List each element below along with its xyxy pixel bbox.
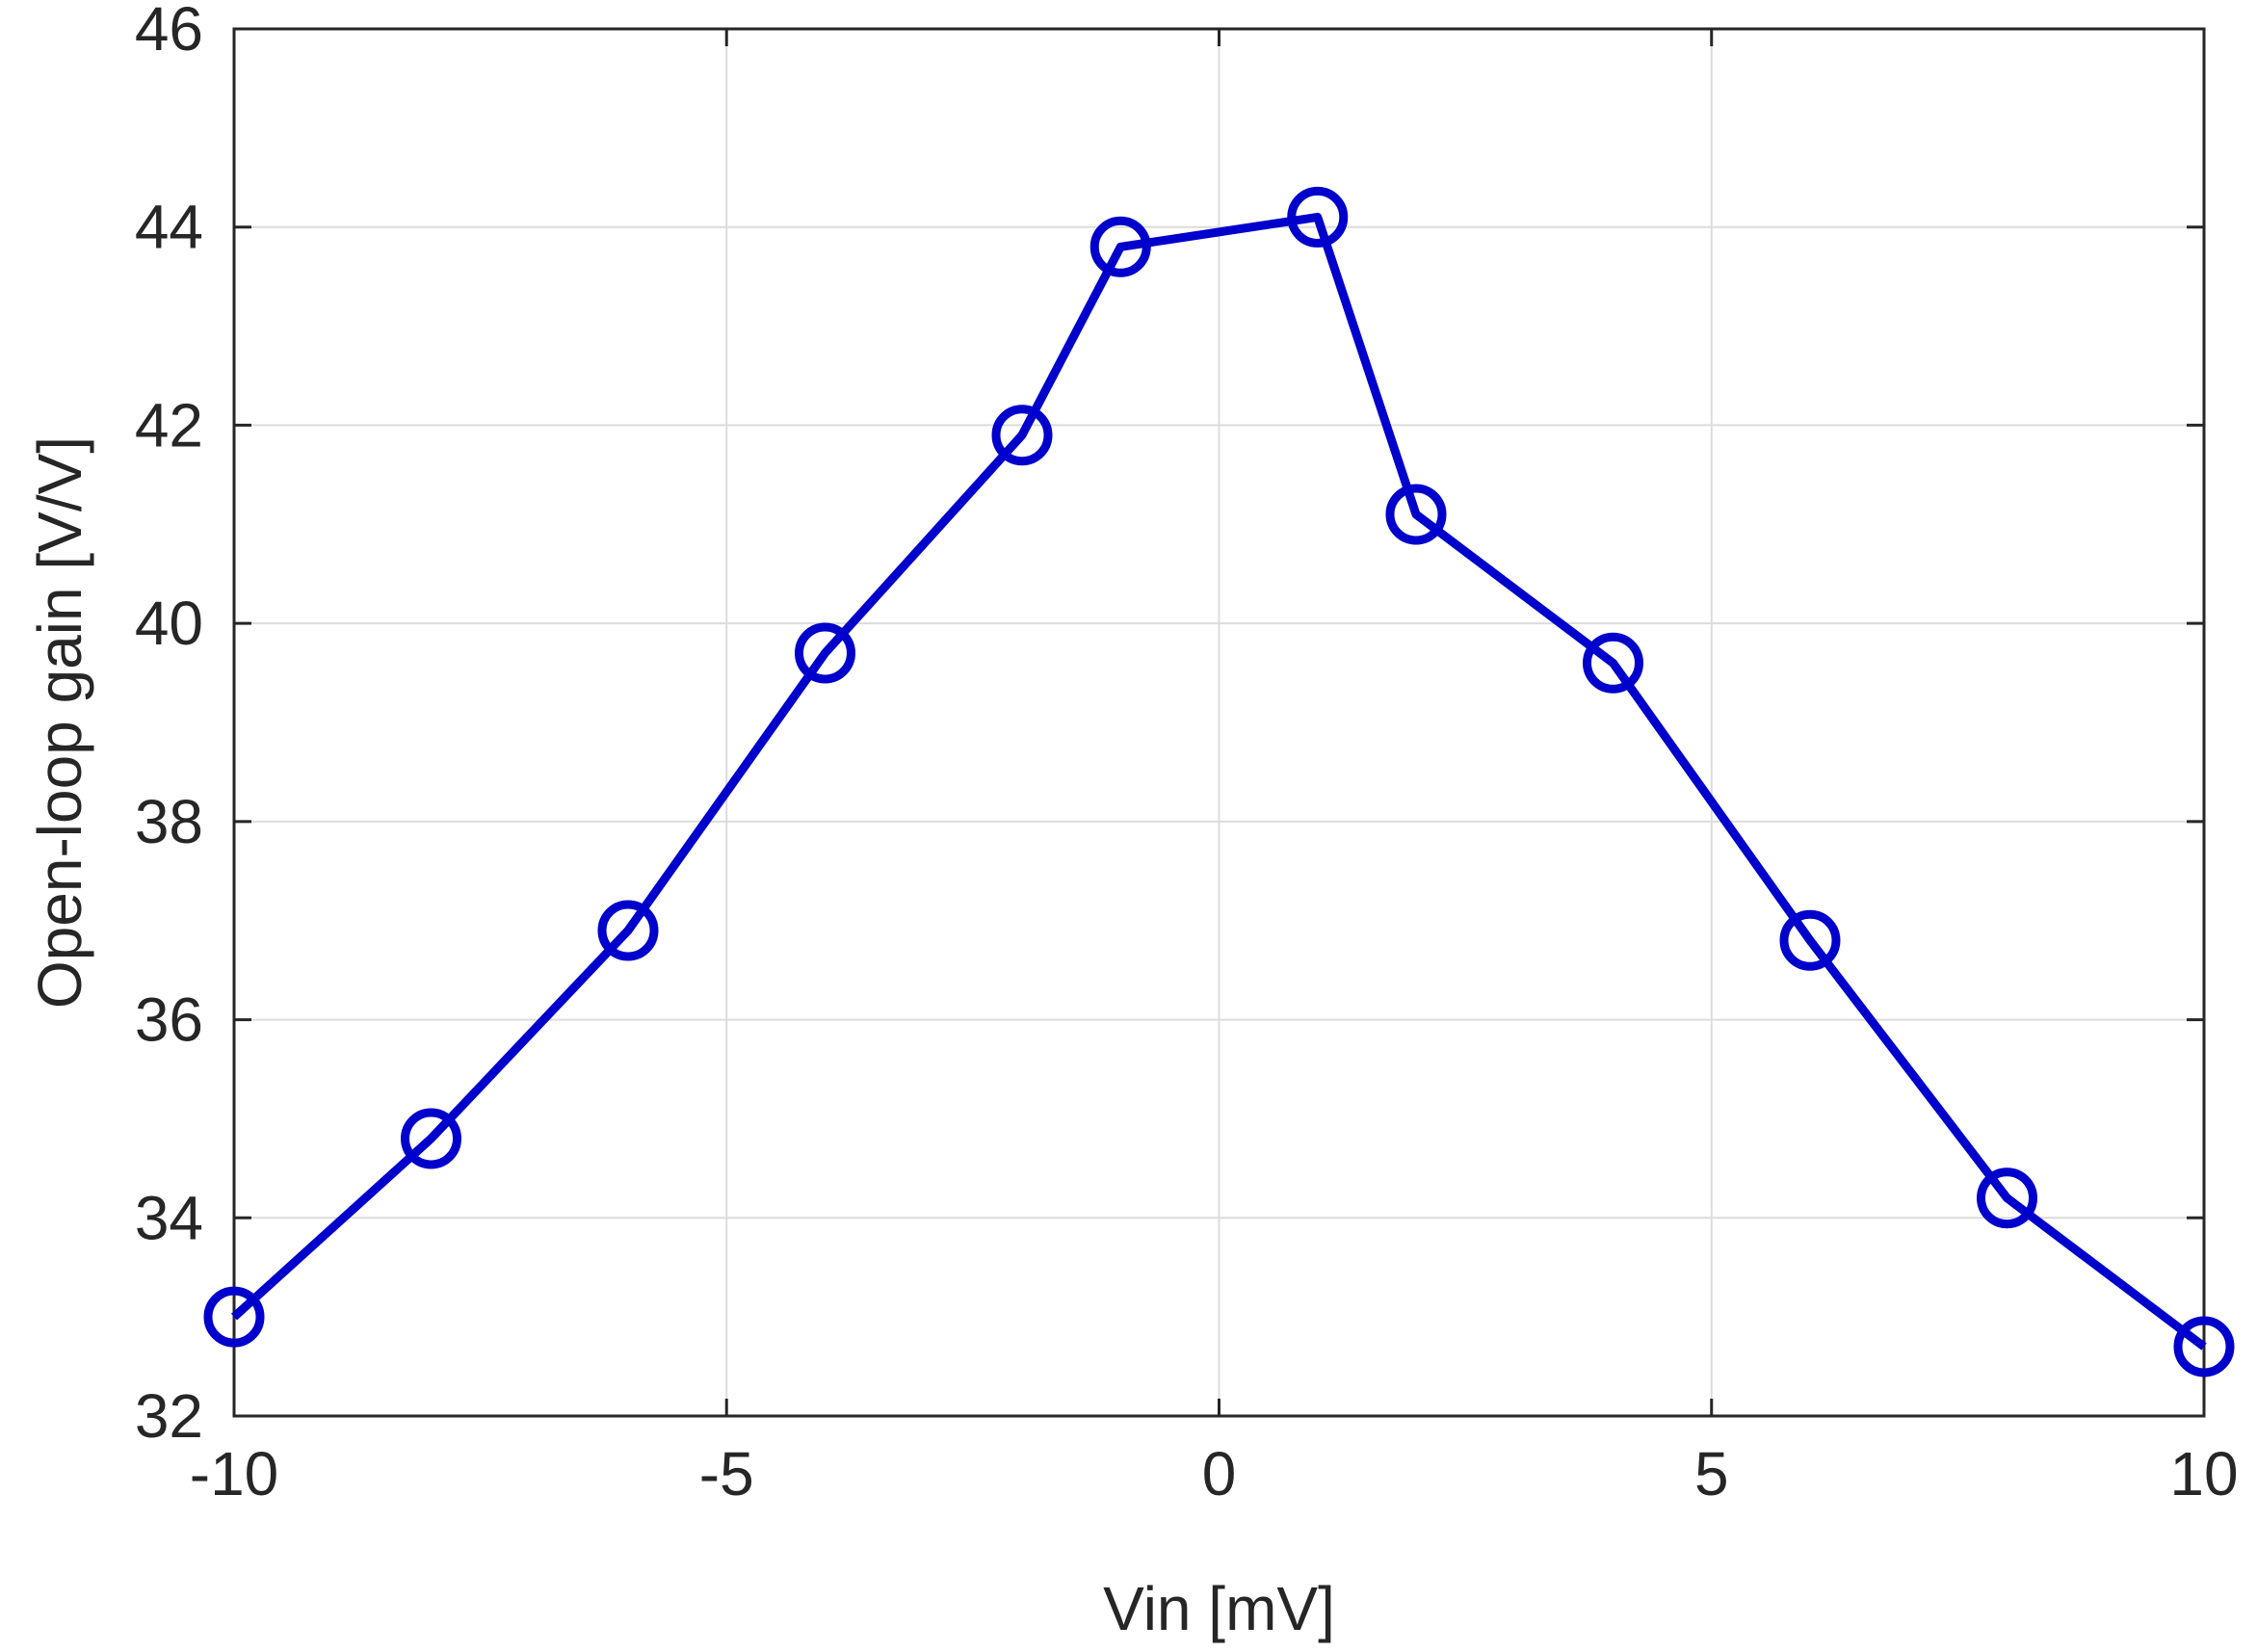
data-point <box>1287 186 1349 248</box>
x-tick-label: 5 <box>1694 1439 1729 1508</box>
y-tick-label: 34 <box>135 1183 203 1252</box>
x-tick-label: 10 <box>2169 1439 2238 1508</box>
series-line <box>230 212 2207 1350</box>
y-tick-label: 44 <box>135 193 203 262</box>
x-tick-label: -10 <box>190 1439 279 1508</box>
x-axis-label: Vin [mV] <box>1103 1574 1335 1643</box>
data-point <box>1583 632 1643 694</box>
y-tick-label: 42 <box>135 390 203 459</box>
data-point <box>1385 484 1447 545</box>
x-tick-label: 0 <box>1202 1439 1237 1508</box>
y-tick-label: 32 <box>135 1381 203 1451</box>
data-point <box>1779 909 1841 971</box>
series-layer <box>203 186 2235 1377</box>
y-axis-label: Open-loop gain [V/V] <box>25 436 94 1009</box>
data-point <box>1089 216 1151 277</box>
x-tick-labels: -10 -5 0 5 10 <box>190 1439 2239 1508</box>
y-tick-label: 40 <box>135 589 203 658</box>
data-point <box>795 622 855 684</box>
x-tick-label: -5 <box>699 1439 754 1508</box>
y-tick-label: 38 <box>135 787 203 856</box>
data-point <box>401 1108 461 1169</box>
axis-ticks <box>232 27 2206 1418</box>
y-tick-label: 36 <box>135 985 203 1055</box>
y-tick-labels: 32 34 36 38 40 42 44 46 <box>135 0 203 1451</box>
data-point <box>991 405 1053 466</box>
data-point <box>2173 1316 2235 1377</box>
data-point <box>1977 1167 2037 1229</box>
grid <box>233 28 2205 1417</box>
data-point <box>203 1286 265 1348</box>
y-tick-label: 46 <box>135 0 203 64</box>
data-point <box>597 900 659 961</box>
